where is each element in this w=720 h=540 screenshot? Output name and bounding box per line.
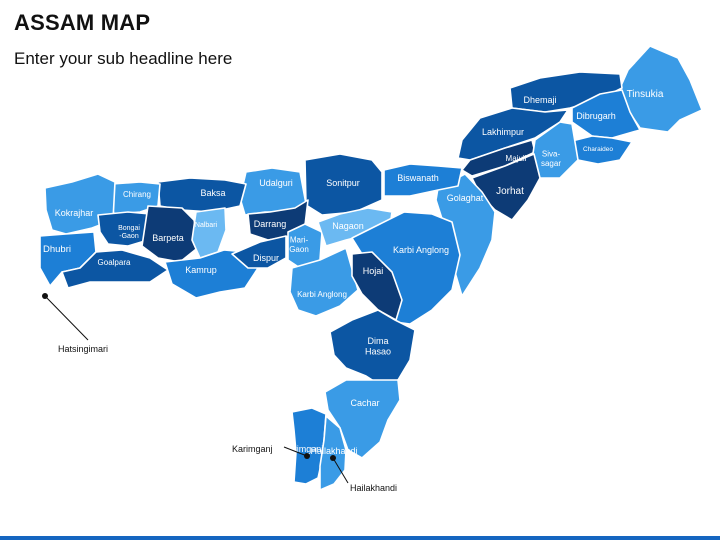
- callout-karimganj: Karimganj: [232, 444, 273, 454]
- district-golaghat-shape: [435, 173, 496, 297]
- district-label: Baksa: [200, 188, 225, 198]
- district-label: Nagaon: [332, 221, 364, 231]
- district-hailakhandi-shape: [319, 415, 347, 491]
- district-kamrup-shape: [164, 249, 263, 299]
- district-label: Biswanath: [397, 173, 439, 183]
- district-label: Bongai -Gaon: [118, 225, 140, 240]
- district-label: Dhubri: [43, 244, 71, 255]
- district-label: Dibrugarh: [576, 111, 616, 121]
- district-label: Sonitpur: [326, 178, 360, 188]
- district-label: Darrang: [254, 219, 287, 229]
- district-label: Charaideo: [583, 146, 613, 153]
- district-label: Goalpara: [98, 258, 131, 267]
- district-label: Mari-Gaon: [289, 236, 309, 254]
- callout-hailakhandi: Hailakhandi: [350, 483, 397, 493]
- district-dima-hasao-shape: [329, 309, 416, 386]
- district-label: Jorhat: [496, 186, 524, 197]
- district-karbi-anglong-shape: [289, 247, 359, 317]
- district-bongai-gaon-shape: [97, 211, 151, 247]
- district-label: Karbi Anglong: [393, 245, 449, 255]
- callout-leaders: [42, 293, 349, 484]
- page-title: ASSAM MAP: [14, 10, 151, 35]
- district-sonitpur-shape: [304, 153, 383, 216]
- district-cachar-shape: [324, 379, 401, 459]
- district-label: Hojai: [363, 266, 384, 276]
- district-label: Nalbari: [195, 222, 218, 229]
- district-label: Karbi Anglong: [297, 290, 347, 299]
- callout-hatsingimari: Hatsingimari: [58, 344, 108, 354]
- district-label: Kamrup: [185, 265, 217, 275]
- district-label: Udalguri: [259, 178, 293, 188]
- page-subtitle: Enter your sub headline here: [14, 49, 233, 68]
- district-label: Chirang: [123, 190, 151, 199]
- district-biswanath-shape: [383, 163, 463, 197]
- district-charaideo-shape: [567, 135, 633, 165]
- district-label: Dispur: [253, 253, 279, 263]
- district-label: Dhemaji: [523, 95, 556, 105]
- district-label: Cachar: [350, 398, 379, 408]
- district-label: Majuli: [506, 154, 527, 163]
- district-dispur-shape: [231, 235, 287, 269]
- district-karimganj-shape: [291, 407, 327, 485]
- district-label: Tinsukia: [627, 89, 664, 100]
- bottom-accent-bar: [0, 536, 720, 540]
- district-label: Lakhimpur: [482, 127, 524, 137]
- district-label: Dima Hasao: [365, 336, 391, 356]
- district-barpeta-shape: [141, 205, 201, 263]
- district-label: Barpeta: [152, 233, 184, 243]
- district-label: Karimganj: [283, 444, 324, 454]
- district-label: Siva-sagar: [541, 150, 561, 168]
- district-label: Hailakhandi: [310, 446, 357, 456]
- district-dibrugarh-shape: [571, 89, 641, 139]
- district-label: Golaghat: [447, 193, 484, 203]
- district-label: Kokrajhar: [55, 208, 94, 218]
